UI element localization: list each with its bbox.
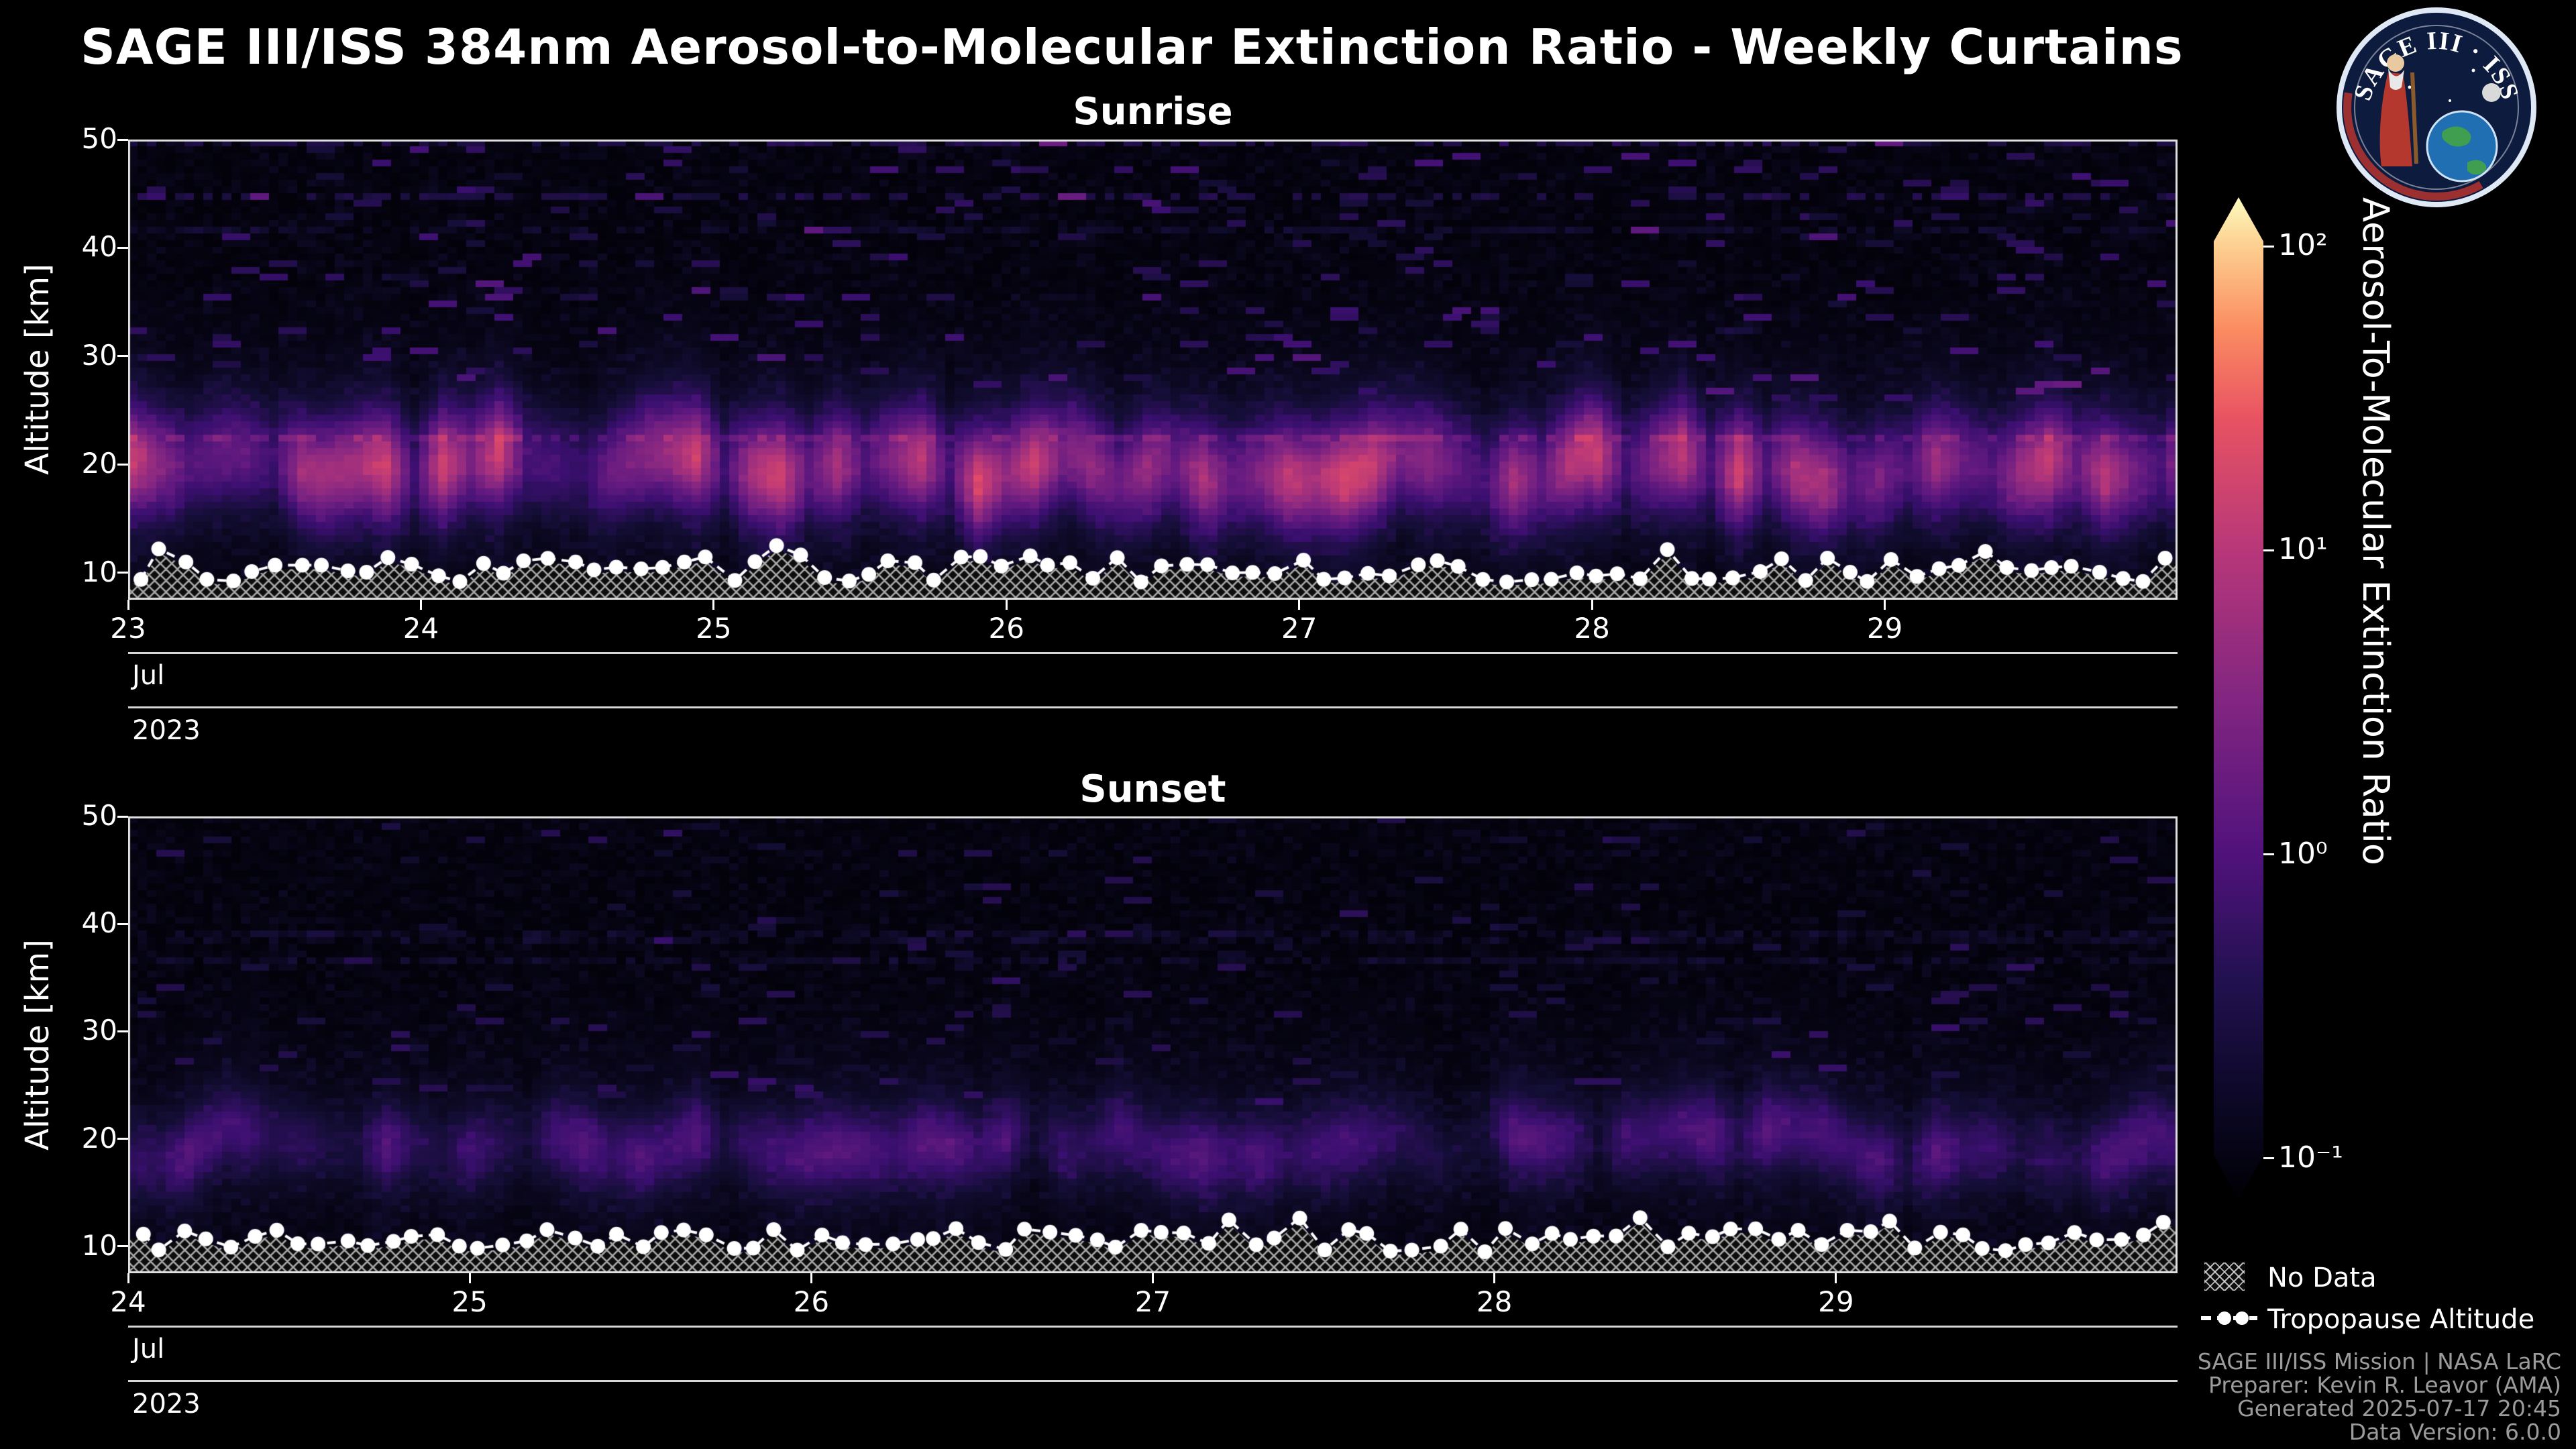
- logo-earth-icon: [2426, 110, 2498, 182]
- no-data-hatch-icon: [2204, 1263, 2245, 1291]
- heatmap-sunrise: [128, 140, 2178, 600]
- y-tick-mark: [117, 246, 128, 249]
- figure-title: SAGE III/ISS 384nm Aerosol-to-Molecular …: [80, 19, 2184, 75]
- month-label-sunrise: Jul: [132, 660, 165, 691]
- date-axis-separator: [128, 652, 2178, 654]
- logo-red-band: [2343, 14, 2530, 201]
- y-tick-label: 50: [81, 799, 117, 832]
- y-tick-label: 40: [81, 906, 117, 940]
- x-tick-label: 27: [1134, 1285, 1171, 1318]
- tropopause-line-icon: [2201, 1311, 2257, 1325]
- x-tick-mark: [1591, 600, 1593, 610]
- year-label-sunrise: 2023: [132, 715, 201, 746]
- footer-line: SAGE III/ISS Mission | NASA LaRC: [2197, 1348, 2561, 1375]
- panel-title-sunset: Sunset: [1079, 767, 1226, 811]
- x-tick-mark: [1152, 1273, 1154, 1283]
- x-tick-mark: [712, 600, 715, 610]
- x-tick-label: 26: [793, 1285, 830, 1318]
- logo-wizard-icon: [2379, 54, 2418, 166]
- logo-inner-ring: [2354, 25, 2519, 190]
- month-label-sunset: Jul: [132, 1334, 165, 1364]
- footer-line: Preparer: Kevin R. Leavor (AMA): [2208, 1372, 2561, 1398]
- logo-star: [2408, 85, 2412, 89]
- y-tick-mark: [117, 355, 128, 358]
- x-tick-mark: [1835, 1273, 1837, 1283]
- y-tick-label: 10: [81, 1228, 117, 1262]
- date-axis-separator: [128, 706, 2178, 708]
- logo-moon-icon: [2482, 83, 2501, 102]
- x-tick-label: 28: [1476, 1285, 1513, 1318]
- colorbar-tick-label: 10²: [2278, 228, 2328, 263]
- x-tick-mark: [1005, 600, 1008, 610]
- x-tick-label: 23: [110, 612, 146, 645]
- x-tick-mark: [1493, 1273, 1496, 1283]
- colorbar: [2214, 197, 2263, 1199]
- y-tick-mark: [117, 572, 128, 574]
- x-tick-label: 24: [110, 1285, 146, 1318]
- date-axis-separator: [128, 1380, 2178, 1382]
- x-tick-label: 26: [988, 612, 1025, 645]
- y-tick-label: 10: [81, 555, 117, 588]
- x-tick-label: 25: [451, 1285, 488, 1318]
- logo-star: [2471, 68, 2475, 72]
- colorbar-tick-label: 10⁰: [2278, 836, 2328, 871]
- footer-credits: SAGE III/ISS Mission | NASA LaRC Preparer…: [2198, 1350, 2561, 1444]
- x-tick-label: 25: [696, 612, 732, 645]
- x-tick-mark: [1298, 600, 1301, 610]
- logo-star: [2449, 99, 2451, 102]
- x-tick-mark: [127, 1273, 129, 1283]
- y-tick-mark: [117, 815, 128, 818]
- y-tick-mark: [117, 1030, 128, 1032]
- y-tick-mark: [117, 1245, 128, 1248]
- footer-line: Data Version: 6.0.0: [2349, 1419, 2561, 1445]
- footer-line: Generated 2025-07-17 20:45: [2237, 1395, 2561, 1421]
- colorbar-tick-mark: [2263, 549, 2274, 551]
- heatmap-sunset: [128, 816, 2178, 1273]
- y-tick-label: 40: [81, 230, 117, 264]
- x-tick-label: 29: [1818, 1285, 1854, 1318]
- y-tick-label: 20: [81, 447, 117, 480]
- y-tick-mark: [117, 463, 128, 466]
- y-axis-label-sunrise: Altitude [km]: [19, 264, 56, 476]
- y-tick-mark: [117, 1138, 128, 1140]
- x-tick-mark: [1884, 600, 1886, 610]
- x-tick-label: 27: [1281, 612, 1318, 645]
- x-tick-label: 28: [1574, 612, 1610, 645]
- y-tick-mark: [117, 922, 128, 925]
- colorbar-tick-mark: [2263, 1157, 2274, 1160]
- mission-logo-icon: SAGE III · ISS: [2337, 7, 2536, 207]
- colorbar-label: Aerosol-To-Molecular Extinction Ratio: [2355, 197, 2397, 865]
- y-tick-label: 30: [81, 338, 117, 372]
- panel-title-sunrise: Sunrise: [1073, 90, 1233, 133]
- y-tick-label: 30: [81, 1014, 117, 1047]
- colorbar-tick-mark: [2263, 245, 2274, 248]
- y-tick-label: 50: [81, 122, 117, 155]
- y-tick-label: 20: [81, 1121, 117, 1155]
- colorbar-tick-mark: [2263, 853, 2274, 856]
- x-tick-mark: [810, 1273, 812, 1283]
- x-tick-label: 24: [402, 612, 439, 645]
- year-label-sunset: 2023: [132, 1389, 201, 1419]
- colorbar-tick-label: 10¹: [2278, 532, 2328, 567]
- colorbar-tick-label: 10⁻¹: [2278, 1140, 2343, 1175]
- legend-no-data-label: No Data: [2267, 1263, 2377, 1293]
- y-tick-mark: [117, 138, 128, 141]
- x-tick-mark: [127, 600, 129, 610]
- legend-tropopause-label: Tropopause Altitude: [2267, 1304, 2535, 1335]
- date-axis-separator: [128, 1326, 2178, 1328]
- x-tick-mark: [468, 1273, 471, 1283]
- x-tick-label: 29: [1866, 612, 1903, 645]
- y-axis-label-sunset: Altitude [km]: [19, 939, 56, 1150]
- x-tick-mark: [419, 600, 422, 610]
